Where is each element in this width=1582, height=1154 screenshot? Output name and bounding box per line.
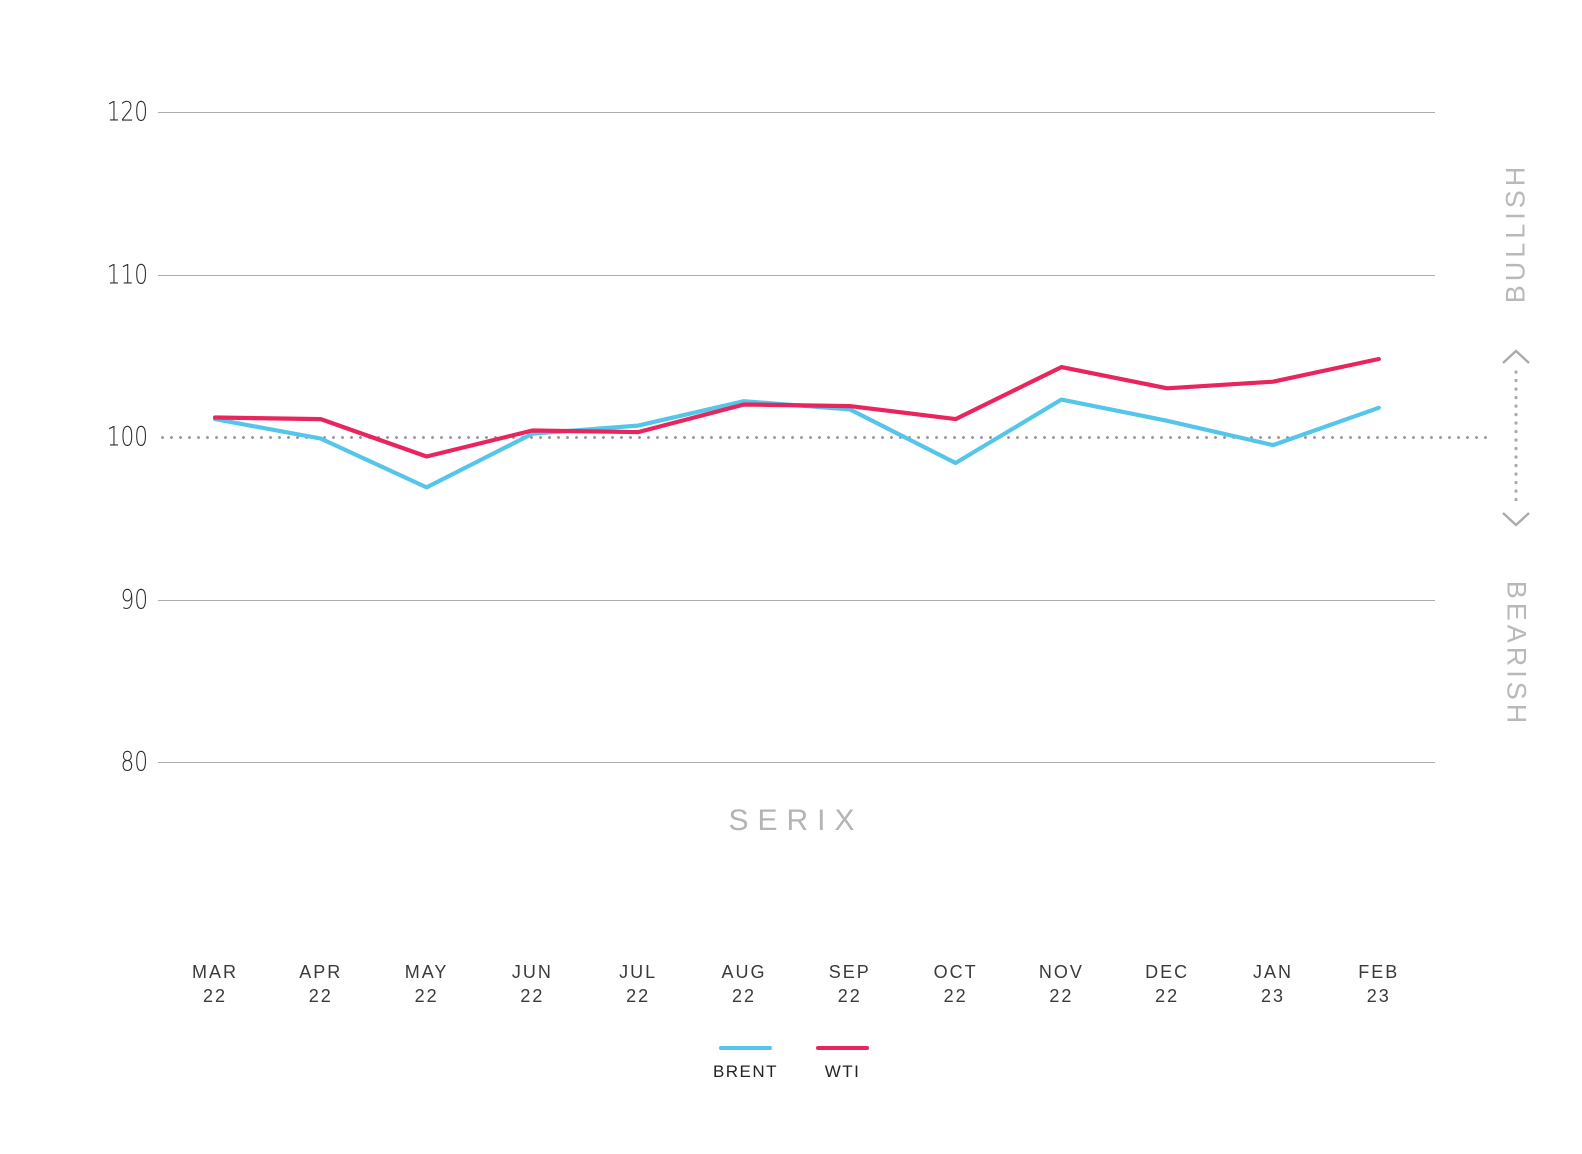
x-tick-label: JAN 23 xyxy=(1252,962,1293,1006)
y-tick-label: 80 xyxy=(120,746,148,778)
legend-item-wti: WTI xyxy=(816,1046,870,1082)
wti-line-series xyxy=(212,356,1381,459)
legend-item-brent: BRENT xyxy=(713,1046,778,1082)
bearish-label: BEARISH xyxy=(1501,580,1532,728)
x-tick-label: SEP 22 xyxy=(828,962,871,1006)
gridline xyxy=(158,599,1435,601)
brent-line-swatch-icon xyxy=(719,1046,772,1050)
x-tick-label: DEC 22 xyxy=(1145,962,1190,1006)
legend: BRENT WTI xyxy=(0,1046,1582,1082)
bullish-label: BULLISH xyxy=(1500,162,1531,304)
legend-label-wti: WTI xyxy=(824,1062,861,1081)
x-tick-label: FEB 23 xyxy=(1358,962,1400,1006)
double-arrow-icon xyxy=(1502,349,1530,527)
y-tick-label: 100 xyxy=(106,421,148,453)
y-tick-label: 90 xyxy=(120,584,148,615)
gridline xyxy=(158,112,1435,113)
x-tick-label: JUN 22 xyxy=(511,962,553,1006)
x-tick-label: OCT 22 xyxy=(933,962,978,1006)
y-tick-label: 110 xyxy=(106,259,148,290)
x-tick-label: MAR 22 xyxy=(192,962,238,1006)
x-tick-label: AUG 22 xyxy=(721,962,767,1006)
wti-line-swatch-icon xyxy=(816,1046,870,1050)
legend-label-brent: BRENT xyxy=(712,1062,779,1081)
gridline xyxy=(158,274,1435,276)
baseline-100-dotted xyxy=(158,435,1490,439)
x-tick-label: MAY 22 xyxy=(404,962,449,1006)
gridline xyxy=(158,762,1435,763)
bullish-bearish-arrow xyxy=(1500,348,1532,528)
x-tick-label: JUL 22 xyxy=(619,962,658,1006)
x-tick-label: NOV 22 xyxy=(1038,962,1084,1006)
y-tick-label: 120 xyxy=(106,96,148,128)
x-tick-label: APR 22 xyxy=(299,962,343,1006)
chart-title: SERIX xyxy=(728,804,864,837)
